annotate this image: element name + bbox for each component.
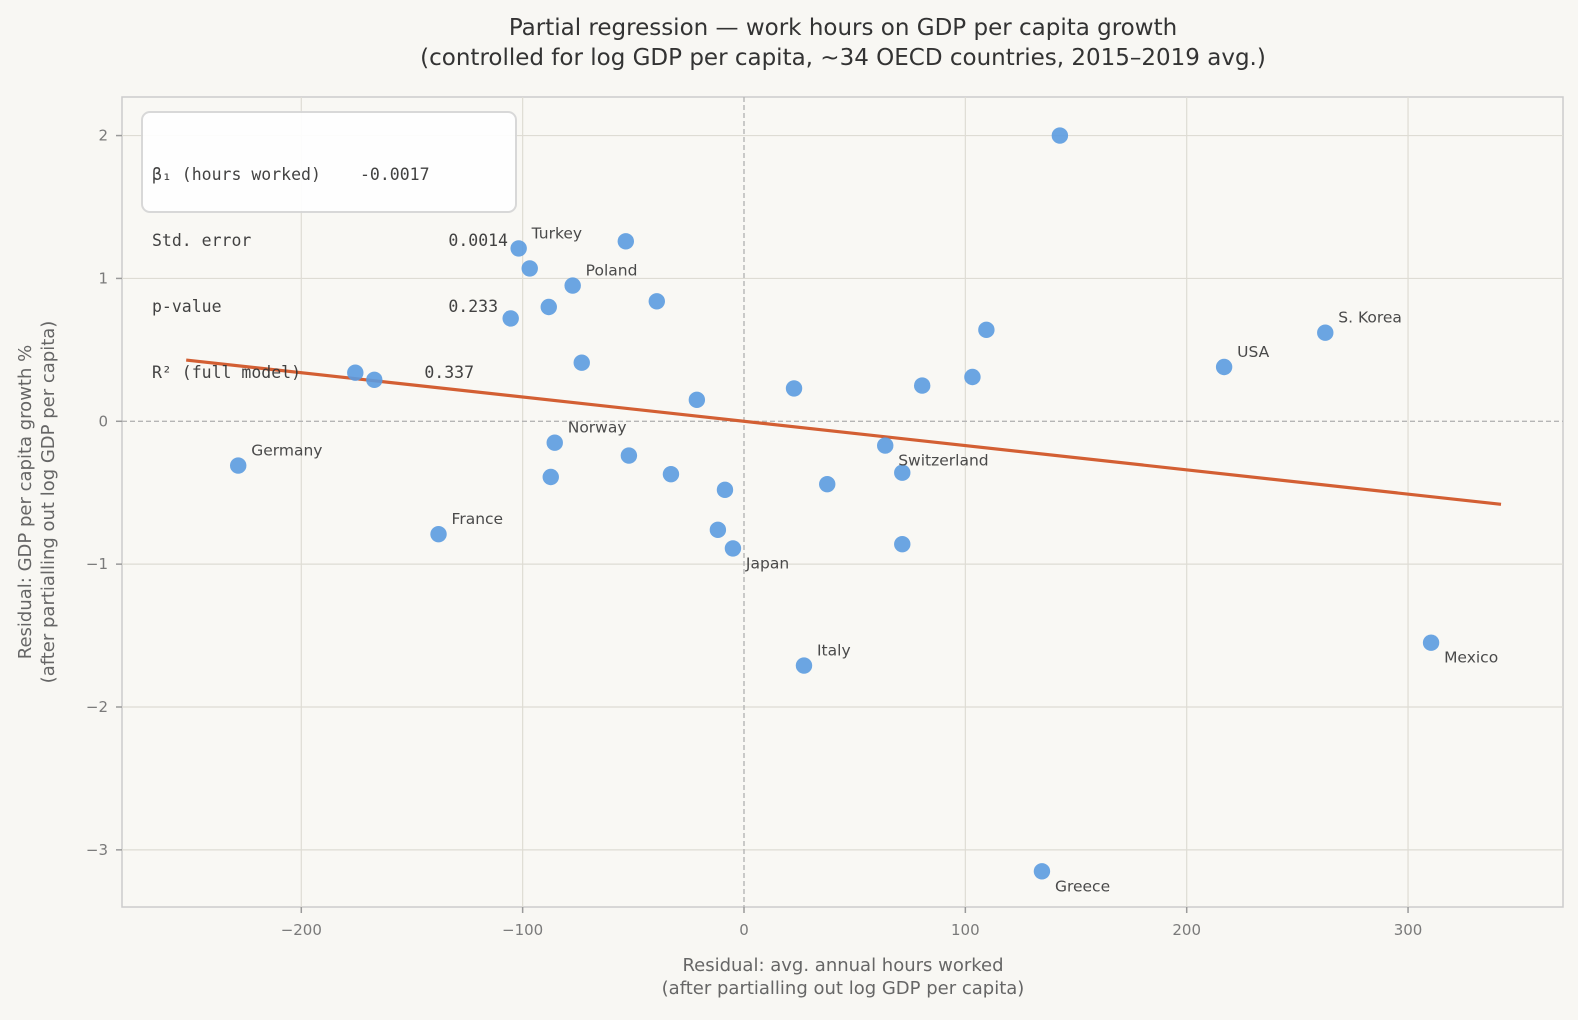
regression-fit-line [186,358,1502,506]
data-point [709,521,727,539]
point-label: France [452,510,504,528]
data-point [785,380,803,397]
plot-area [121,96,1564,908]
data-point [913,377,931,394]
stats-row-p-value: p-value 0.233 [152,296,515,318]
point-label: USA [1237,343,1269,361]
data-point [894,464,911,481]
stats-key: Std. error [152,231,252,250]
point-label: Mexico [1444,649,1498,667]
point-label: S. Korea [1338,309,1402,327]
data-point [964,368,981,386]
grid-lines [122,97,1563,907]
stats-key: p-value [152,297,222,316]
data-point [347,364,364,381]
stats-row-std-error: Std. error 0.0014 [152,230,515,252]
data-point [648,293,665,310]
y-tick-label: −2 [86,698,108,716]
regression-stats-box: β₁ (hours worked) -0.0017 Std. error 0.0… [141,111,517,382]
y-tick-label: −3 [86,841,108,859]
chart-subtitle: (controlled for log GDP per capita, ~34 … [420,45,1266,71]
y-axis-label-line2: (after partialling out log GDP per capit… [38,321,59,684]
y-tick-label: 2 [98,127,108,145]
stats-row-r-squared: R² (full model) 0.337 [152,362,515,384]
data-point [1215,358,1233,376]
point-label: Greece [1055,877,1110,895]
point-label: Turkey [531,224,582,242]
data-point [230,457,247,474]
stats-row-beta: β₁ (hours worked) -0.0017 [152,164,515,186]
y-axis-ticks: −3 −2 −1 0 1 2 [86,127,122,859]
data-point [366,371,383,389]
data-points [230,127,1440,880]
data-point [1051,127,1069,144]
x-tick-label: 100 [951,921,980,939]
x-tick-label: 0 [739,921,749,939]
data-point [521,260,538,277]
data-point [724,540,742,557]
data-point [1317,324,1334,341]
data-point [573,354,590,371]
point-labels: Germany France Turkey Norway Poland Japan Ital… [251,224,1498,895]
x-axis-label-line2: (after partialling out log GDP per capit… [662,978,1025,999]
data-point [542,468,559,486]
y-axis-label: Residual: GDP per capita growth % [15,345,36,659]
stats-value: 0.233 [448,297,498,316]
data-point [502,310,519,327]
point-label: Italy [817,642,851,660]
reference-lines [122,97,1563,907]
stats-value: 0.0014 [448,231,508,250]
data-point [430,525,447,543]
data-point [978,321,995,339]
y-tick-label: 1 [98,269,108,287]
data-point [617,233,634,250]
point-label: Switzerland [898,452,988,470]
x-axis-label: Residual: avg. annual hours worked [682,955,1003,976]
data-point [662,465,680,483]
data-point [540,298,557,316]
data-point [877,437,894,454]
data-point [1033,863,1051,880]
point-label: Norway [568,419,627,437]
data-point [564,277,581,294]
data-point [688,391,706,409]
data-point [510,240,527,257]
point-label: Japan [745,554,789,572]
chart-title: Partial regression — work hours on GDP p… [509,15,1177,41]
stats-value: -0.0017 [360,165,430,184]
x-axis-ticks: −200 −100 0 100 200 300 [281,907,1423,939]
stats-key: R² (full model) [152,363,302,382]
y-tick-label: 0 [98,412,108,430]
stats-value: 0.337 [424,363,474,382]
y-tick-label: −1 [86,555,108,573]
data-point [546,434,563,451]
data-point [620,447,638,464]
point-label: Germany [251,442,322,460]
data-point [795,657,813,674]
x-tick-label: 300 [1394,921,1423,939]
data-point [1422,634,1440,651]
stats-key: β₁ (hours worked) [152,165,321,184]
data-point [894,535,911,553]
x-tick-label: −100 [502,921,543,939]
x-tick-label: 200 [1172,921,1201,939]
data-point [716,481,734,499]
data-point [819,475,836,493]
x-tick-label: −200 [281,921,322,939]
point-label: Poland [586,262,638,280]
